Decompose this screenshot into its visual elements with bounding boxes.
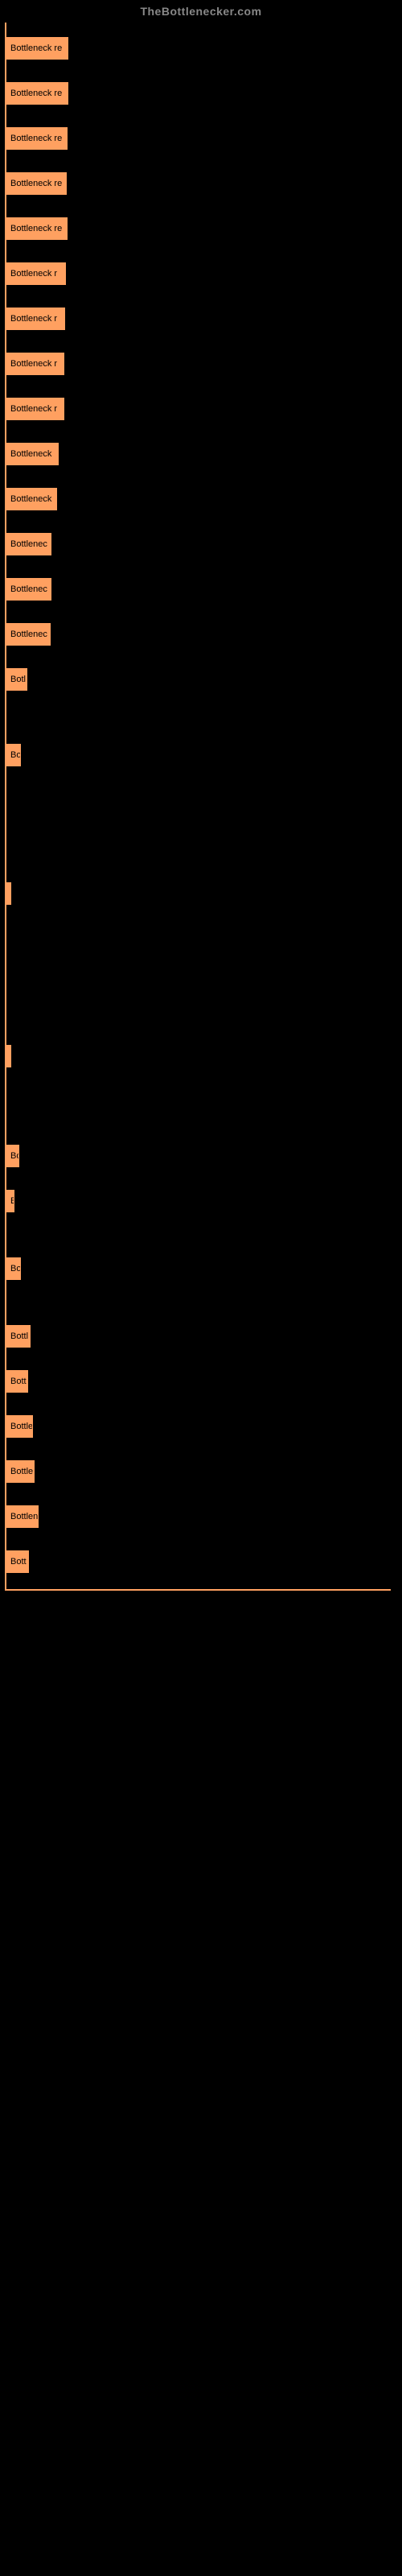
bar-label: Bottlenec bbox=[10, 539, 47, 549]
bar-label: B bbox=[10, 1196, 14, 1206]
chart-area: Bottleneck re Bottleneck re Bottleneck re B… bbox=[5, 23, 391, 1591]
bar-row: Bottlenec bbox=[6, 617, 391, 652]
bar-label: Bottl bbox=[10, 1331, 28, 1341]
bar[interactable] bbox=[6, 1045, 11, 1067]
bar-row: Bottleneck re bbox=[6, 166, 391, 201]
bar-row: Bottleneck re bbox=[6, 31, 391, 66]
bar-label: Bottleneck re bbox=[10, 89, 62, 98]
bar-label: Botl bbox=[10, 675, 26, 684]
bar-label: Bottlenec bbox=[10, 630, 47, 639]
bar-row: Bottleneck re bbox=[6, 76, 391, 111]
bar-row: Bott bbox=[6, 1544, 391, 1579]
bar[interactable]: Botl bbox=[6, 668, 27, 691]
bar[interactable]: Bo bbox=[6, 1257, 21, 1280]
bar-row: Bottleneck bbox=[6, 436, 391, 472]
bar[interactable]: Bo bbox=[6, 1145, 19, 1167]
bar-row: Bottleneck r bbox=[6, 256, 391, 291]
bar-row: Bo bbox=[6, 707, 391, 803]
bar-row: Bottleneck r bbox=[6, 391, 391, 427]
bar-row: Bottleneck re bbox=[6, 211, 391, 246]
bar[interactable]: B bbox=[6, 1190, 14, 1212]
bar-label: Bottleneck re bbox=[10, 43, 62, 53]
bar-label: Bottleneck r bbox=[10, 314, 57, 324]
bar-label: Bottle bbox=[10, 1467, 33, 1476]
bar-label: Bottleneck re bbox=[10, 224, 62, 233]
bar-row: Bottlenec bbox=[6, 526, 391, 562]
bar[interactable] bbox=[6, 882, 11, 905]
bar[interactable]: Bottle bbox=[6, 1460, 35, 1483]
bar-row: Bo bbox=[6, 1138, 391, 1174]
bar-row: B bbox=[6, 1183, 391, 1219]
bar-row: Bottl bbox=[6, 1319, 391, 1354]
bar-row bbox=[6, 813, 391, 974]
bar[interactable]: Bottlen bbox=[6, 1505, 39, 1528]
bar[interactable]: Bottlenec bbox=[6, 578, 51, 601]
bar[interactable]: Bottleneck bbox=[6, 488, 57, 510]
bar-row bbox=[6, 984, 391, 1129]
bar-label: Bo bbox=[10, 1151, 19, 1161]
bar[interactable]: Bottleneck r bbox=[6, 398, 64, 420]
bar-label: Bott bbox=[10, 1557, 27, 1567]
bar-label: Bottleneck re bbox=[10, 179, 62, 188]
bar[interactable]: Bottleneck re bbox=[6, 217, 68, 240]
bar[interactable]: Bott bbox=[6, 1370, 28, 1393]
bar-row: Bottlenec bbox=[6, 572, 391, 607]
bar-row: Bottlen bbox=[6, 1499, 391, 1534]
bar-label: Bo bbox=[10, 750, 21, 760]
bar-label: Bo bbox=[10, 1264, 21, 1274]
bar[interactable]: Bottleneck r bbox=[6, 353, 64, 375]
bar-row: Bottleneck re bbox=[6, 121, 391, 156]
site-header: TheBottlenecker.com bbox=[0, 0, 402, 23]
bar[interactable]: Bottleneck r bbox=[6, 308, 65, 330]
bar[interactable]: Bo bbox=[6, 744, 21, 766]
bar-label: Bottleneck r bbox=[10, 404, 57, 414]
bar-label: Bottleneck r bbox=[10, 269, 57, 279]
bar-label: Bottlenec bbox=[10, 584, 47, 594]
bar-row: Bo bbox=[6, 1228, 391, 1309]
bar[interactable]: Bottle bbox=[6, 1415, 33, 1438]
bar[interactable]: Bottl bbox=[6, 1325, 31, 1348]
bar[interactable]: Bottlenec bbox=[6, 623, 51, 646]
bar-label: Bottleneck bbox=[10, 494, 51, 504]
bar[interactable]: Bottleneck bbox=[6, 443, 59, 465]
bar[interactable]: Bottlenec bbox=[6, 533, 51, 555]
bar-row: Bott bbox=[6, 1364, 391, 1399]
bar[interactable]: Bottleneck re bbox=[6, 127, 68, 150]
bar-label: Bottleneck bbox=[10, 449, 51, 459]
bar[interactable]: Bott bbox=[6, 1550, 29, 1573]
bar-label: Bottleneck r bbox=[10, 359, 57, 369]
bar[interactable]: Bottleneck re bbox=[6, 172, 67, 195]
bar-row: Bottle bbox=[6, 1454, 391, 1489]
bar-row: Botl bbox=[6, 662, 391, 697]
bar-row: Bottleneck r bbox=[6, 346, 391, 382]
bar-label: Bott bbox=[10, 1377, 27, 1386]
bar[interactable]: Bottleneck re bbox=[6, 82, 68, 105]
bar-label: Bottlen bbox=[10, 1512, 38, 1521]
bars-holder: Bottleneck re Bottleneck re Bottleneck re B… bbox=[6, 31, 391, 1579]
bar[interactable]: Bottleneck re bbox=[6, 37, 68, 60]
bar-row: Bottleneck bbox=[6, 481, 391, 517]
bar-label: Bottleneck re bbox=[10, 134, 62, 143]
bar[interactable]: Bottleneck r bbox=[6, 262, 66, 285]
bar-row: Bottleneck r bbox=[6, 301, 391, 336]
bar-row: Bottle bbox=[6, 1409, 391, 1444]
bar-label: Bottle bbox=[10, 1422, 33, 1431]
